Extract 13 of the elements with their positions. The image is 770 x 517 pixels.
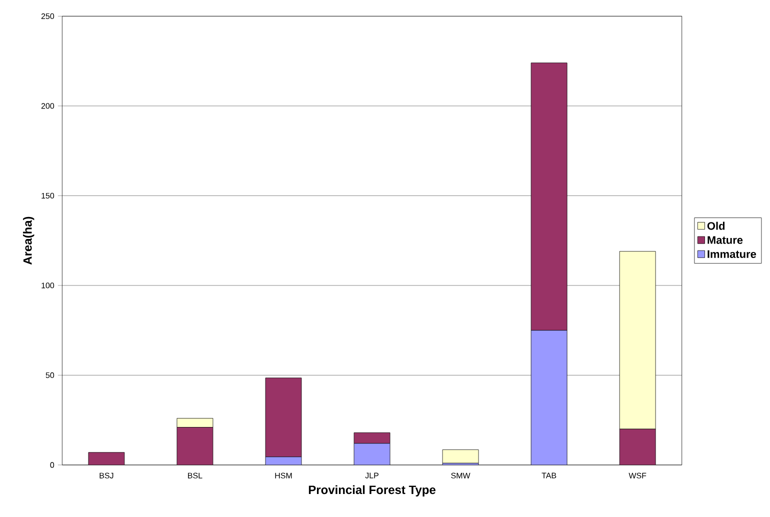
- bar: [88, 452, 124, 465]
- bar: [354, 432, 390, 444]
- bar: [176, 426, 214, 465]
- legend-label: Mature: [708, 236, 743, 244]
- legend-label: Old: [707, 222, 725, 230]
- bar: [530, 62, 568, 330]
- bar: [265, 378, 302, 458]
- bar: [442, 449, 479, 464]
- x-axis-title: Provincial Forest Type: [308, 485, 436, 496]
- y-axis-title: Area(ha): [23, 216, 34, 265]
- bar: [176, 418, 214, 428]
- legend-label: Immature: [708, 250, 756, 258]
- bar: [619, 428, 656, 465]
